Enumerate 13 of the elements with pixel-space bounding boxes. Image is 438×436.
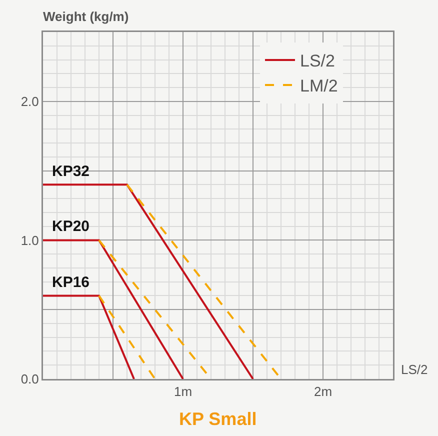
y-axis-title: Weight (kg/m) — [43, 9, 129, 24]
x-axis-title: LS/2 — [401, 362, 428, 377]
x-tick-label: 1m — [174, 384, 192, 400]
text: KP Small — [179, 409, 257, 429]
y-tick-label: 1.0 — [20, 232, 39, 248]
legend-label: LM/2 — [300, 76, 338, 96]
x-tick-label: 2m — [314, 384, 332, 400]
y-tick-label: 2.0 — [20, 94, 39, 109]
annotation: KP32 — [52, 163, 90, 180]
annotation: KP16 — [52, 274, 90, 291]
legend-label: LS/2 — [300, 52, 335, 71]
y-tick-label: 0.0 — [20, 372, 39, 387]
annotation: KP20 — [52, 218, 90, 235]
